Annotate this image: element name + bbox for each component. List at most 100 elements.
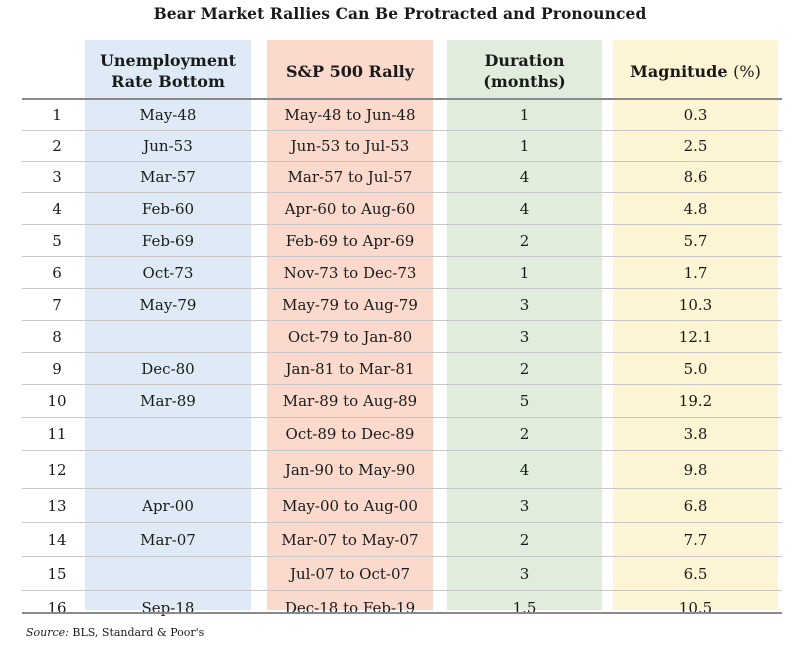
rally-period-cell: May-79 to Aug-79	[282, 295, 418, 314]
unemployment-bottom-cell: May-79	[139, 295, 197, 314]
duration-cell: 3	[519, 295, 530, 314]
duration-cell: 1	[519, 263, 530, 282]
source-label: Source:	[26, 626, 69, 639]
unemployment-bottom-cell: Dec-80	[141, 359, 195, 378]
magnitude-cell: 19.2	[678, 392, 713, 410]
source-text: BLS, Standard & Poor's	[72, 626, 205, 639]
rally-period-cell: Oct-89 to Dec-89	[285, 425, 415, 443]
magnitude-cell: 5.0	[683, 359, 708, 378]
unemployment-bottom-cell: Jun-53	[143, 137, 193, 155]
unemployment-bottom-cell	[85, 451, 251, 488]
table-row: 1 May-48 May-48 to Jun-48 1 0.3	[22, 100, 782, 131]
unemployment-bottom-cell: Oct-73	[142, 263, 194, 282]
table-row: 6 Oct-73 Nov-73 to Dec-73 1 1.7	[22, 257, 782, 289]
table-row: 7 May-79 May-79 to Aug-79 3 10.3	[22, 289, 782, 321]
table-row: 3 Mar-57 Mar-57 to Jul-57 4 8.6	[22, 162, 782, 193]
magnitude-cell: 3.8	[683, 425, 708, 443]
header-magnitude: Magnitude (%)	[613, 46, 778, 96]
duration-cell: 2	[519, 359, 530, 378]
magnitude-cell: 0.3	[683, 106, 708, 124]
row-number: 4	[52, 199, 62, 218]
row-number: 1	[52, 106, 62, 124]
row-number: 8	[52, 327, 62, 346]
table-row: 9 Dec-80 Jan-81 to Mar-81 2 5.0	[22, 353, 782, 385]
unemployment-column-shading	[85, 40, 251, 610]
header-rally-label: S&P 500 Rally	[285, 61, 415, 81]
table-row: 10 Mar-89 Mar-89 to Aug-89 5 19.2	[22, 385, 782, 418]
rally-column-shading	[267, 40, 433, 610]
table-row: 4 Feb-60 Apr-60 to Aug-60 4 4.8	[22, 193, 782, 225]
table-row: 5 Feb-69 Feb-69 to Apr-69 2 5.7	[22, 225, 782, 257]
rally-period-cell: Jun-53 to Jul-53	[290, 137, 410, 155]
duration-cell: 2	[519, 425, 530, 443]
row-number: 16	[47, 598, 67, 617]
rally-period-cell: May-48 to Jun-48	[284, 106, 416, 124]
rally-period-cell: Jan-90 to May-90	[284, 460, 416, 479]
rally-period-cell: Feb-69 to Apr-69	[285, 231, 415, 250]
duration-cell: 3	[519, 564, 530, 583]
header-duration: Duration (months)	[447, 46, 602, 96]
duration-cell: 4	[519, 168, 530, 186]
table-row: 8 Oct-79 to Jan-80 3 12.1	[22, 321, 782, 353]
unemployment-bottom-cell	[85, 557, 251, 590]
magnitude-cell: 8.6	[683, 168, 708, 186]
magnitude-cell: 1.7	[683, 263, 708, 282]
duration-cell: 5	[519, 392, 530, 410]
unemployment-bottom-cell: Feb-60	[141, 199, 195, 218]
header-unemployment-label: Unemployment Rate Bottom	[99, 51, 237, 91]
table-bottom-border	[22, 612, 782, 614]
rally-period-cell: Dec-18 to Feb-19	[284, 598, 416, 617]
magnitude-column-shading	[613, 40, 778, 610]
rally-period-cell: Nov-73 to Dec-73	[283, 263, 417, 282]
row-number: 12	[47, 460, 67, 479]
rally-period-cell: Jul-07 to Oct-07	[289, 564, 411, 583]
rally-period-cell: May-00 to Aug-00	[282, 496, 418, 515]
duration-column-shading	[447, 40, 602, 610]
duration-cell: 3	[519, 496, 530, 515]
duration-cell: 4	[519, 199, 530, 218]
table-body: 1 May-48 May-48 to Jun-48 1 0.3 2 Jun-53 Jun-53…	[22, 100, 782, 624]
duration-cell: 1	[519, 137, 530, 155]
magnitude-cell: 9.8	[683, 460, 708, 479]
rally-period-cell: Mar-07 to May-07	[281, 530, 419, 549]
magnitude-cell: 10.5	[678, 598, 713, 617]
duration-cell: 2	[519, 231, 530, 250]
table-row: 15 Jul-07 to Oct-07 3 6.5	[22, 557, 782, 591]
magnitude-cell: 10.3	[678, 295, 713, 314]
unemployment-bottom-cell: May-48	[139, 106, 197, 124]
duration-cell: 2	[519, 530, 530, 549]
magnitude-cell: 5.7	[683, 231, 708, 250]
unemployment-bottom-cell	[85, 321, 251, 352]
table-row: 2 Jun-53 Jun-53 to Jul-53 1 2.5	[22, 131, 782, 162]
header-unemployment-rate-bottom: Unemployment Rate Bottom	[85, 46, 251, 96]
header-duration-label: Duration (months)	[483, 51, 566, 91]
magnitude-cell: 6.8	[683, 496, 708, 515]
unemployment-bottom-cell: Mar-57	[140, 168, 196, 186]
row-number: 6	[52, 263, 62, 282]
header-magnitude-label: Magnitude	[630, 61, 728, 81]
unemployment-bottom-cell: Sep-18	[141, 598, 195, 617]
row-number: 14	[47, 530, 67, 549]
table-row: 13 Apr-00 May-00 to Aug-00 3 6.8	[22, 489, 782, 523]
duration-cell: 1.5	[512, 598, 537, 617]
row-number: 11	[47, 425, 67, 443]
unemployment-bottom-cell: Feb-69	[141, 231, 195, 250]
row-number: 2	[52, 137, 62, 155]
table-title: Bear Market Rallies Can Be Protracted an…	[153, 4, 647, 23]
rally-period-cell: Mar-57 to Jul-57	[287, 168, 413, 186]
magnitude-cell: 12.1	[678, 327, 713, 346]
header-divider	[22, 98, 782, 100]
unemployment-bottom-cell: Mar-89	[140, 392, 196, 410]
row-number: 5	[52, 231, 62, 250]
row-number: 15	[47, 564, 67, 583]
row-number: 9	[52, 359, 62, 378]
rally-period-cell: Jan-81 to Mar-81	[285, 359, 415, 378]
table-row: 14 Mar-07 Mar-07 to May-07 2 7.7	[22, 523, 782, 557]
row-number: 10	[47, 392, 67, 410]
duration-cell: 1	[519, 106, 530, 124]
header-magnitude-unit: (%)	[733, 61, 761, 81]
row-number: 3	[52, 168, 62, 186]
magnitude-cell: 4.8	[683, 199, 708, 218]
source-note: Source: BLS, Standard & Poor's	[26, 626, 204, 639]
table-row: 11 Oct-89 to Dec-89 2 3.8	[22, 418, 782, 451]
